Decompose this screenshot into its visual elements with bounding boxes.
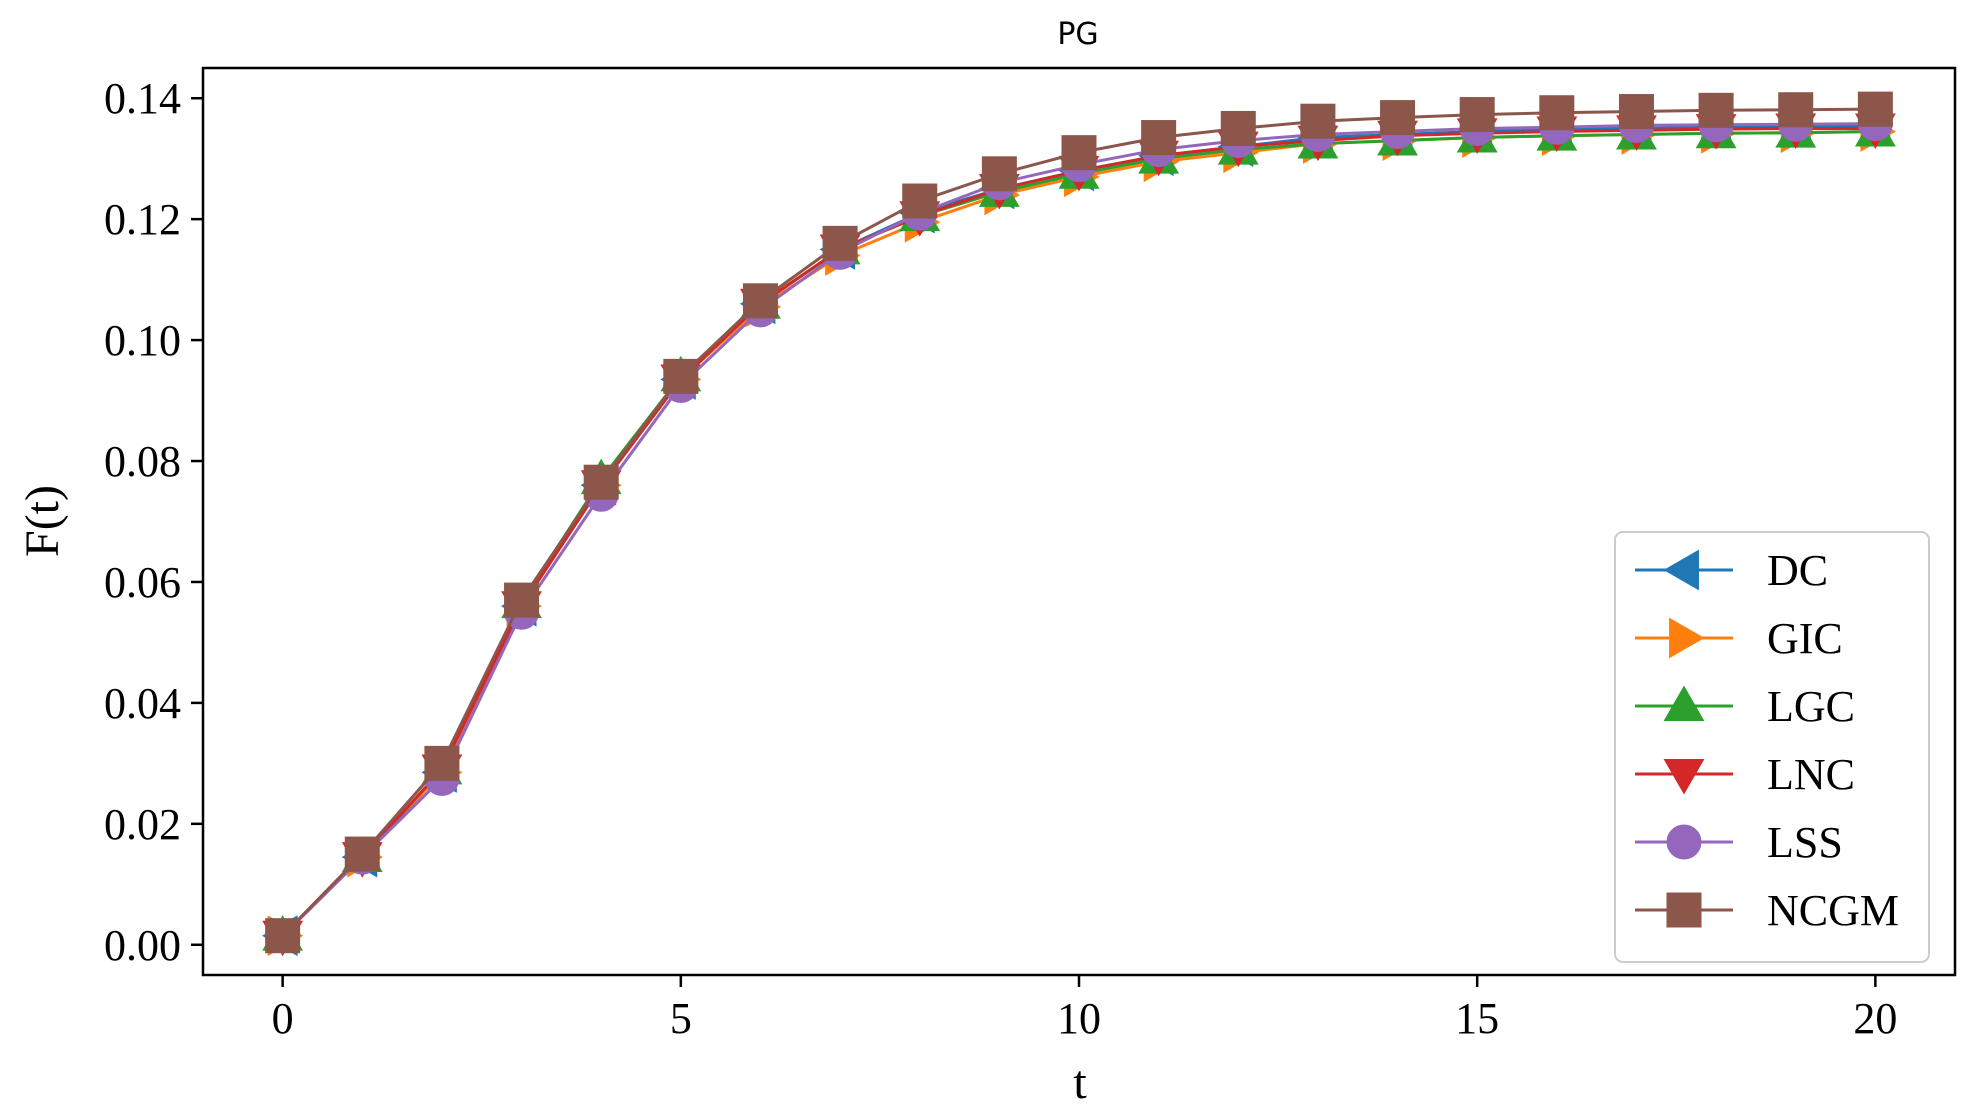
x-tick-label: 0 — [272, 994, 294, 1043]
x-tick-label: 10 — [1057, 994, 1101, 1043]
y-tick-label: 0.02 — [104, 800, 181, 849]
y-tick-label: 0.04 — [104, 679, 181, 728]
data-point-ncgm — [822, 225, 858, 261]
legend-marker-dc — [1663, 549, 1699, 591]
legend-item-dc: DC — [1635, 546, 1828, 595]
legend-marker-gic — [1669, 617, 1705, 659]
legend-item-gic: GIC — [1635, 614, 1843, 663]
legend-label-gic: GIC — [1767, 614, 1843, 663]
y-tick-label: 0.08 — [104, 437, 181, 486]
x-tick-label: 15 — [1455, 994, 1499, 1043]
series-layer — [262, 91, 1896, 957]
data-point-ncgm — [583, 464, 619, 500]
legend-item-lgc: LGC — [1635, 682, 1855, 731]
data-point-ncgm — [504, 582, 540, 618]
y-axis-title: F(t) — [16, 485, 69, 557]
series-ncgm — [265, 91, 1893, 954]
legend-label-lss: LSS — [1767, 818, 1843, 867]
legend-marker-ncgm — [1666, 892, 1702, 928]
data-point-ncgm — [1459, 97, 1495, 133]
y-tick-label: 0.14 — [104, 74, 181, 123]
x-tick-label: 5 — [670, 994, 692, 1043]
data-point-ncgm — [1220, 110, 1256, 146]
data-point-ncgm — [1061, 135, 1097, 171]
legend-marker-lgc — [1663, 685, 1705, 721]
data-point-ncgm — [424, 745, 460, 781]
data-point-ncgm — [1778, 92, 1814, 128]
legend-marker-lnc — [1663, 759, 1705, 795]
data-point-ncgm — [1141, 120, 1177, 156]
data-point-ncgm — [1698, 92, 1734, 128]
data-point-ncgm — [902, 183, 938, 219]
y-tick-label: 0.12 — [104, 195, 181, 244]
data-point-ncgm — [1539, 95, 1575, 131]
data-point-ncgm — [742, 283, 778, 319]
data-point-ncgm — [981, 156, 1017, 192]
data-point-ncgm — [663, 358, 699, 394]
data-point-ncgm — [344, 836, 380, 872]
data-point-ncgm — [1300, 103, 1336, 139]
legend-marker-lss — [1666, 824, 1702, 860]
data-point-ncgm — [1857, 91, 1893, 127]
data-point-ncgm — [265, 918, 301, 954]
legend-label-lnc: LNC — [1767, 750, 1855, 799]
y-tick-label: 0.00 — [104, 921, 181, 970]
legend-label-lgc: LGC — [1767, 682, 1855, 731]
legend-item-lss: LSS — [1635, 818, 1843, 867]
data-point-ncgm — [1380, 100, 1416, 136]
legend-item-ncgm: NCGM — [1635, 886, 1899, 935]
legend-label-ncgm: NCGM — [1767, 886, 1899, 935]
chart-title: PG — [1057, 17, 1098, 52]
data-point-ncgm — [1618, 94, 1654, 130]
x-axis-title: t — [1073, 1056, 1087, 1106]
y-tick-label: 0.10 — [104, 316, 181, 365]
y-axis: 0.00 0.02 0.04 0.06 0.08 0.10 0.12 0.14 — [104, 74, 203, 970]
y-tick-label: 0.06 — [104, 558, 181, 607]
legend-item-lnc: LNC — [1635, 750, 1855, 799]
legend-label-dc: DC — [1767, 546, 1828, 595]
x-axis: 0 5 10 15 20 — [272, 975, 1897, 1043]
x-tick-label: 20 — [1853, 994, 1897, 1043]
legend: DC GIC LGC LNC LSS NCGM — [1614, 531, 1930, 963]
